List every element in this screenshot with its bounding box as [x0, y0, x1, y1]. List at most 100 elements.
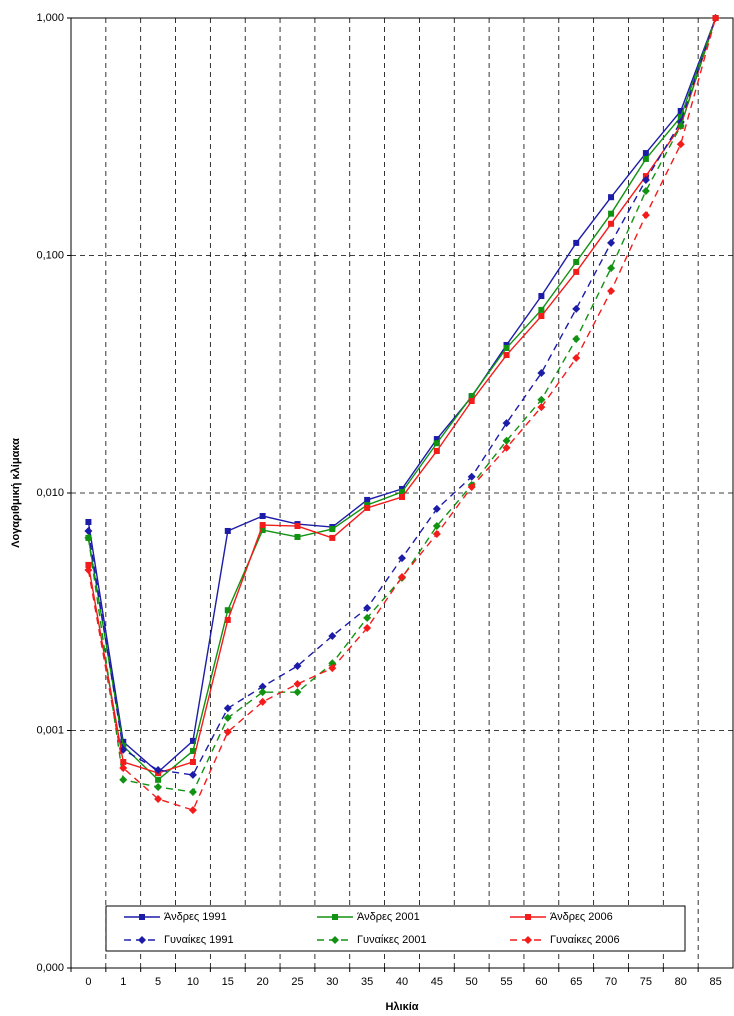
x-tick-label: 35: [361, 976, 373, 988]
legend-label: Άνδρες 1991: [164, 911, 227, 923]
x-tick-label: 40: [396, 976, 408, 988]
marker: [329, 526, 336, 533]
marker: [223, 704, 232, 713]
y-tick-label: 1,000: [36, 12, 64, 24]
plot-border: [70, 17, 734, 969]
marker: [84, 526, 93, 535]
marker: [85, 561, 92, 568]
marker: [188, 787, 197, 796]
marker: [572, 304, 581, 313]
marker: [399, 493, 405, 500]
marker: [467, 482, 476, 491]
marker: [641, 211, 650, 220]
x-axis-title: Ηλικία: [385, 1001, 418, 1013]
marker: [608, 210, 615, 217]
x-tick-label: 10: [187, 976, 199, 988]
marker: [293, 661, 302, 670]
x-tick-label: 45: [431, 976, 443, 988]
marker: [189, 758, 196, 765]
marker: [154, 783, 163, 792]
x-tick-label: 50: [466, 976, 478, 988]
marker: [537, 369, 546, 378]
x-tick-label: 60: [535, 976, 547, 988]
marker: [119, 764, 128, 773]
marker: [223, 727, 232, 736]
marker: [608, 220, 615, 227]
legend-box: [105, 905, 686, 952]
marker: [641, 175, 650, 184]
legend-item: Άνδρες 1991: [124, 911, 227, 923]
marker: [188, 770, 197, 779]
marker: [538, 293, 545, 300]
marker: [189, 737, 196, 744]
marker: [293, 688, 302, 697]
marker: [502, 436, 511, 445]
marker: [258, 682, 267, 691]
marker: [432, 504, 441, 513]
legend-item: Γυναίκες 2001: [317, 934, 427, 946]
marker: [328, 631, 337, 640]
marker: [572, 354, 581, 363]
marker: [329, 534, 336, 541]
marker: [503, 344, 510, 351]
marker: [154, 765, 163, 774]
marker: [468, 397, 475, 404]
marker: [433, 447, 440, 454]
series: [84, 14, 720, 815]
marker: [120, 738, 127, 745]
marker: [537, 395, 546, 404]
x-tick-label: 85: [709, 976, 721, 988]
marker: [189, 747, 196, 754]
marker: [363, 603, 372, 612]
marker: [468, 393, 475, 400]
marker: [293, 679, 302, 688]
marker: [677, 113, 684, 120]
marker: [139, 914, 145, 920]
marker: [432, 529, 441, 538]
marker: [572, 335, 581, 344]
y-axis-title: Λογαριθμική κλίμακα: [10, 438, 22, 548]
legend-label: Γυναίκες 2006: [550, 934, 620, 946]
legend-item: Άνδρες 2006: [510, 911, 613, 923]
marker: [399, 485, 405, 492]
x-tick-label: 25: [291, 976, 303, 988]
marker: [608, 194, 615, 201]
y-tick-label: 0,010: [36, 487, 64, 499]
marker: [537, 403, 546, 412]
marker: [332, 914, 338, 920]
legend-label: Άνδρες 2006: [550, 911, 613, 923]
marker: [294, 523, 301, 530]
marker: [433, 440, 440, 447]
marker: [155, 776, 162, 783]
marker: [363, 613, 372, 622]
marker: [398, 572, 406, 581]
marker: [224, 527, 231, 534]
marker: [607, 264, 616, 273]
marker: [524, 936, 532, 944]
legend-label: Άνδρες 2001: [357, 911, 420, 923]
marker: [331, 936, 339, 944]
marker: [223, 713, 232, 722]
marker: [607, 286, 616, 295]
marker: [258, 688, 267, 697]
marker: [399, 488, 405, 495]
marker: [607, 238, 616, 247]
marker: [573, 239, 580, 246]
marker: [467, 472, 476, 481]
y-tick-label: 0,100: [36, 249, 64, 261]
marker: [328, 664, 337, 673]
marker: [502, 443, 511, 452]
marker: [119, 775, 128, 784]
marker: [224, 607, 231, 614]
marker: [224, 616, 231, 623]
marker: [120, 758, 127, 765]
marker: [364, 496, 371, 503]
legend-label: Γυναίκες 2001: [357, 934, 427, 946]
marker: [84, 533, 93, 542]
marker: [711, 14, 720, 22]
y-tick-label: 0,000: [36, 962, 64, 974]
marker: [294, 533, 301, 540]
marker: [538, 306, 545, 313]
marker: [259, 527, 266, 534]
